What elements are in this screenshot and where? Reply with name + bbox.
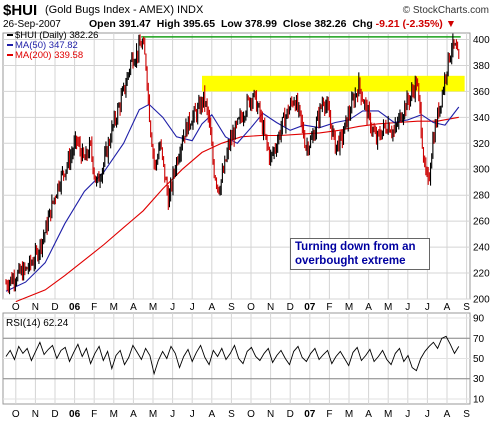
rsi-y-tick-label: 10 xyxy=(473,394,485,405)
price-x-tick-label: A xyxy=(208,302,215,313)
resistance-band xyxy=(202,75,465,92)
rsi-x-tick-label: 06 xyxy=(69,409,81,420)
price-x-tick-label: M xyxy=(110,302,118,313)
rsi-y-tick-label: 70 xyxy=(473,334,485,345)
price-x-tick-label: S xyxy=(228,302,235,313)
rsi-y-tick-label: 50 xyxy=(473,354,485,365)
rsi-x-tick-label: M xyxy=(345,409,353,420)
legend-label: $HUI (Daily) 382.26 xyxy=(15,30,98,41)
price-x-tick-label: F xyxy=(91,302,97,313)
rsi-x-tick-label: J xyxy=(170,409,175,420)
rsi-x-tick-label: A xyxy=(208,409,215,420)
legend-label: MA(200) 339.58 xyxy=(15,50,83,61)
rsi-x-tick-label: A xyxy=(130,409,137,420)
low-value: 378.99 xyxy=(244,18,277,30)
price-x-tick-label: 06 xyxy=(69,302,81,313)
price-y-tick-label: 320 xyxy=(473,139,490,150)
price-x-tick-label: D xyxy=(287,302,294,313)
ma50-line xyxy=(5,103,460,292)
rsi-x-tick-label: S xyxy=(228,409,235,420)
price-x-tick-label: J xyxy=(170,302,175,313)
rsi-x-axis: O N D 06 F M A M J J A S O N D 07 F M A M J J A S xyxy=(12,409,470,420)
price-x-tick-label: A xyxy=(130,302,137,313)
rsi-x-tick-label: J xyxy=(405,409,410,420)
annotation-box: Turning down from an overbought extreme xyxy=(290,238,430,270)
rsi-x-tick-label: M xyxy=(110,409,118,420)
price-y-tick-label: 280 xyxy=(473,191,490,202)
rsi-x-tick-label: O xyxy=(247,409,255,420)
rsi-x-tick-label: A xyxy=(365,409,372,420)
price-x-tick-label: J xyxy=(405,302,410,313)
price-bars xyxy=(5,33,460,295)
price-x-tick-label: M xyxy=(384,302,392,313)
ticker-symbol: $HUI xyxy=(3,2,38,19)
price-x-tick-label: F xyxy=(326,302,332,313)
price-y-axis: 200 220 240 260 280 300 320 340 360 380 400 xyxy=(473,35,490,306)
quote-values: Open 391.47 High 395.65 Low 378.99 Close… xyxy=(89,18,457,30)
rsi-label: RSI(14) 62.24 xyxy=(6,318,69,329)
price-x-tick-label: N xyxy=(32,302,39,313)
change-value: -9.21 (-2.35%) xyxy=(375,18,443,30)
rsi-x-tick-label: M xyxy=(149,409,157,420)
index-name: (Gold Bugs Index - AMEX) INDX xyxy=(45,4,204,16)
ma200-line xyxy=(15,116,459,303)
price-y-tick-label: 220 xyxy=(473,269,490,280)
price-x-tick-label: J xyxy=(190,302,195,313)
rsi-x-tick-label: S xyxy=(463,409,470,420)
rsi-x-tick-label: J xyxy=(190,409,195,420)
quote-date: 26-Sep-2007 xyxy=(3,19,61,30)
price-x-tick-label: O xyxy=(12,302,20,313)
price-y-tick-label: 380 xyxy=(473,61,490,72)
rsi-x-tick-label: D xyxy=(287,409,294,420)
price-y-tick-label: 340 xyxy=(473,113,490,124)
rsi-x-tick-label: J xyxy=(425,409,430,420)
rsi-x-tick-label: 07 xyxy=(304,409,316,420)
price-x-tick-label: O xyxy=(247,302,255,313)
rsi-y-tick-label: 90 xyxy=(473,314,485,325)
stockcharts-credit: © StockCharts.com xyxy=(402,5,489,16)
price-y-tick-label: 360 xyxy=(473,87,490,98)
price-x-tick-label: M xyxy=(345,302,353,313)
rsi-x-tick-label: N xyxy=(32,409,39,420)
price-x-tick-label: S xyxy=(463,302,470,313)
price-x-tick-label: M xyxy=(149,302,157,313)
price-x-tick-label: D xyxy=(51,302,58,313)
rsi-x-tick-label: D xyxy=(51,409,58,420)
high-value: 395.65 xyxy=(182,18,216,30)
rsi-y-tick-label: 30 xyxy=(473,374,485,385)
price-x-tick-label: J xyxy=(425,302,430,313)
price-x-tick-label: A xyxy=(365,302,372,313)
price-y-tick-label: 260 xyxy=(473,217,490,228)
open-value: 391.47 xyxy=(118,18,151,30)
rsi-x-tick-label: N xyxy=(267,409,274,420)
price-y-tick-label: 400 xyxy=(473,35,490,46)
rsi-x-tick-label: A xyxy=(444,409,451,420)
price-y-tick-label: 240 xyxy=(473,243,490,254)
rsi-x-tick-label: M xyxy=(384,409,392,420)
price-x-tick-label: N xyxy=(267,302,274,313)
legend-label: MA(50) 347.82 xyxy=(15,40,78,51)
chart-header: $HUI (Gold Bugs Index - AMEX) INDX 26-Se… xyxy=(3,2,493,30)
rsi-x-tick-label: F xyxy=(91,409,97,420)
rsi-line xyxy=(5,335,460,376)
rsi-grid xyxy=(3,313,470,404)
price-x-tick-label: 07 xyxy=(304,302,316,313)
price-x-tick-label: A xyxy=(444,302,451,313)
rsi-x-tick-label: O xyxy=(12,409,20,420)
rsi-y-axis: 10 30 50 70 90 xyxy=(473,314,485,406)
price-y-tick-label: 200 xyxy=(473,295,490,306)
down-arrow-icon: ▼ xyxy=(445,18,457,30)
close-value: 382.26 xyxy=(314,18,347,30)
price-y-tick-label: 300 xyxy=(473,165,490,176)
price-x-axis: O N D 06 F M A M J J A S O N D 07 F M A M J J A S xyxy=(12,302,470,313)
rsi-x-tick-label: F xyxy=(326,409,332,420)
